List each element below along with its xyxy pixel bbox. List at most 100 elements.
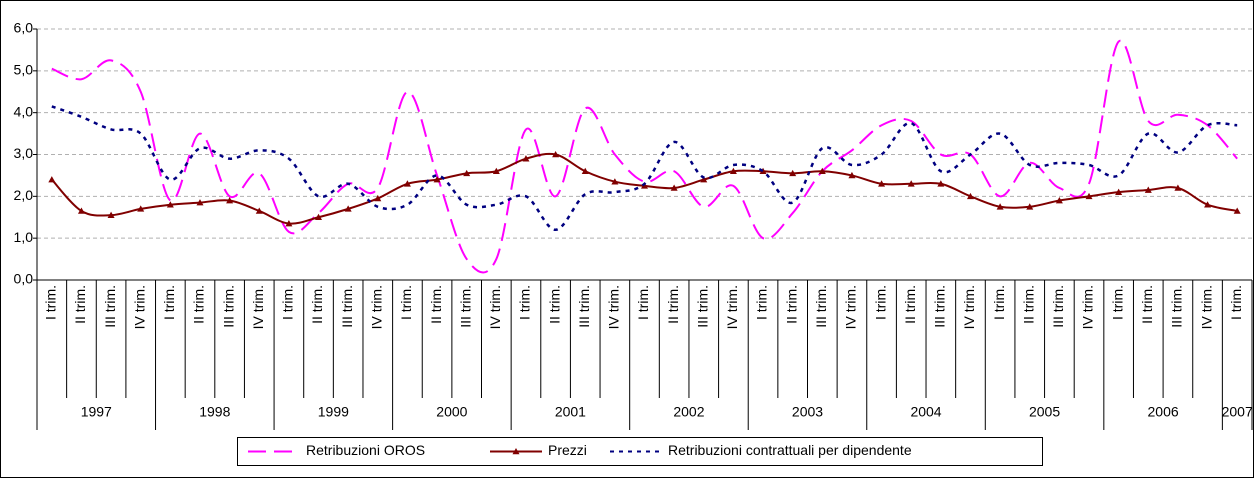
point-marker xyxy=(226,197,234,204)
x-tick-label: I trim. xyxy=(43,285,59,320)
x-tick-label: II trim. xyxy=(428,285,444,324)
point-marker xyxy=(196,199,204,206)
year-label: 2002 xyxy=(673,404,704,420)
point-marker xyxy=(996,203,1004,210)
x-tick-label: II trim. xyxy=(1020,285,1036,324)
y-tick-label: 5,0 xyxy=(14,62,34,78)
y-tick-label: 1,0 xyxy=(14,229,34,245)
year-label: 1999 xyxy=(318,404,349,420)
point-marker xyxy=(937,180,945,187)
year-label: 2005 xyxy=(1029,404,1060,420)
y-tick-label: 4,0 xyxy=(14,103,34,119)
x-tick-label: I trim. xyxy=(754,285,770,320)
point-marker xyxy=(641,182,648,189)
x-tick-label: III trim. xyxy=(694,285,710,328)
x-tick-label: III trim. xyxy=(813,285,829,328)
point-marker xyxy=(255,207,263,214)
point-marker xyxy=(1026,203,1034,210)
legend-label: Prezzi xyxy=(548,442,587,458)
point-marker xyxy=(552,151,560,158)
year-label: 1997 xyxy=(81,404,112,420)
point-marker xyxy=(285,220,293,227)
x-tick-label: I trim. xyxy=(517,285,533,320)
x-tick-label: IV trim. xyxy=(250,285,266,329)
year-label: 1998 xyxy=(199,404,230,420)
x-tick-label: II trim. xyxy=(665,285,681,324)
x-tick-label: I trim. xyxy=(280,285,296,320)
x-tick-label: III trim. xyxy=(1050,285,1066,328)
y-tick-label: 3,0 xyxy=(14,145,34,161)
x-tick-label: III trim. xyxy=(339,285,355,328)
x-tick-label: IV trim. xyxy=(843,285,859,329)
point-marker xyxy=(878,180,886,187)
year-label: 2000 xyxy=(436,404,467,420)
point-marker xyxy=(611,178,619,185)
x-tick-label: II trim. xyxy=(191,285,207,324)
x-tick-label: I trim. xyxy=(1109,285,1125,320)
series-line xyxy=(51,39,1238,274)
point-marker xyxy=(907,180,915,187)
point-marker xyxy=(1233,207,1241,214)
point-marker xyxy=(137,205,145,212)
point-marker xyxy=(1055,197,1063,204)
legend-label: Retribuzioni OROS xyxy=(306,442,425,458)
year-label: 2006 xyxy=(1148,404,1179,420)
point-marker xyxy=(789,169,797,177)
point-marker xyxy=(848,171,856,179)
point-marker xyxy=(403,180,411,187)
x-tick-label: IV trim. xyxy=(606,285,622,329)
x-tick-label: I trim. xyxy=(161,285,177,320)
x-tick-label: IV trim. xyxy=(1198,285,1214,329)
x-tick-label: III trim. xyxy=(102,285,118,328)
point-marker xyxy=(1085,192,1093,200)
point-marker xyxy=(315,213,323,221)
point-marker xyxy=(344,205,352,212)
x-tick-label: IV trim. xyxy=(961,285,977,329)
y-tick-label: 0,0 xyxy=(14,271,34,287)
x-tick-label: I trim. xyxy=(991,285,1007,320)
year-label: 2001 xyxy=(555,404,586,420)
x-tick-label: II trim. xyxy=(1139,285,1155,324)
point-marker xyxy=(463,169,471,177)
point-marker xyxy=(700,176,708,183)
x-tick-label: II trim. xyxy=(309,285,325,324)
point-marker xyxy=(522,155,530,162)
x-tick-label: III trim. xyxy=(932,285,948,328)
y-tick-label: 6,0 xyxy=(14,20,34,36)
point-marker xyxy=(670,184,678,191)
legend-marker xyxy=(512,448,520,455)
year-label: 2007 xyxy=(1222,404,1253,420)
x-tick-label: IV trim. xyxy=(368,285,384,329)
y-tick-label: 2,0 xyxy=(14,187,34,203)
x-tick-label: III trim. xyxy=(576,285,592,328)
point-marker xyxy=(1115,188,1123,195)
point-marker xyxy=(818,167,826,175)
point-marker xyxy=(166,201,174,208)
x-tick-label: II trim. xyxy=(783,285,799,324)
x-tick-label: IV trim. xyxy=(487,285,503,329)
x-tick-label: III trim. xyxy=(220,285,236,328)
point-marker xyxy=(48,176,56,183)
year-label: 2003 xyxy=(792,404,823,420)
x-tick-label: II trim. xyxy=(546,285,562,324)
point-marker xyxy=(77,207,85,214)
x-tick-label: III trim. xyxy=(457,285,473,328)
point-marker xyxy=(966,192,974,200)
x-tick-label: I trim. xyxy=(1228,285,1244,320)
point-marker xyxy=(374,194,382,202)
x-tick-label: II trim. xyxy=(72,285,88,324)
point-marker xyxy=(107,211,115,218)
legend-label: Retribuzioni contrattuali per dipendente xyxy=(668,442,912,458)
x-tick-label: IV trim. xyxy=(131,285,147,329)
point-marker xyxy=(1144,186,1152,193)
x-tick-label: I trim. xyxy=(872,285,888,320)
point-marker xyxy=(492,167,500,175)
point-marker xyxy=(729,167,737,175)
x-tick-label: I trim. xyxy=(635,285,651,320)
x-tick-label: IV trim. xyxy=(724,285,740,329)
x-tick-label: I trim. xyxy=(398,285,414,320)
x-tick-label: II trim. xyxy=(902,285,918,324)
point-marker xyxy=(581,167,589,175)
